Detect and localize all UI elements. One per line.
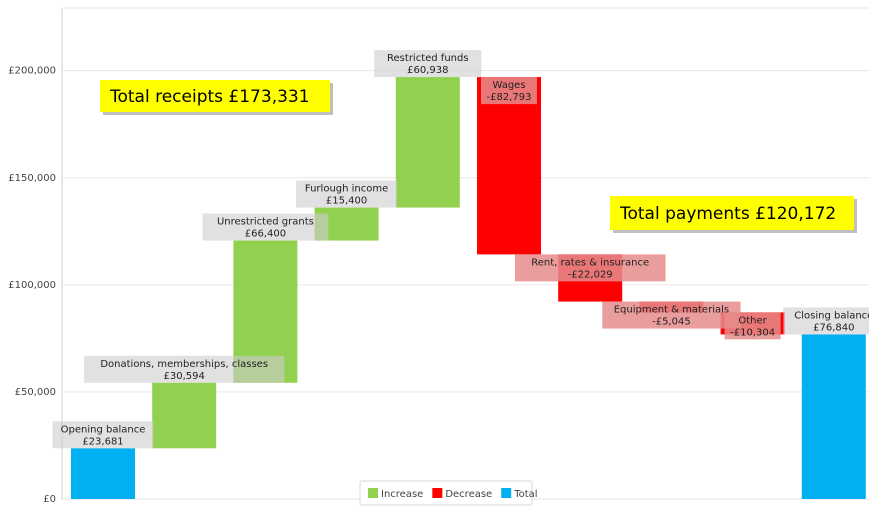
value-label: £66,400 xyxy=(245,229,286,240)
annotation-box xyxy=(100,80,330,112)
annotation: Total receipts £173,331 xyxy=(109,87,310,107)
value-label: £15,400 xyxy=(326,196,367,207)
legend-label: Increase xyxy=(381,489,423,500)
value-label: -£5,045 xyxy=(652,317,691,328)
label-box xyxy=(783,307,869,335)
legend-swatch xyxy=(368,488,378,498)
annotation: Total payments £120,172 xyxy=(619,204,836,224)
y-tick-label: £50,000 xyxy=(15,387,56,398)
legend-swatch xyxy=(501,488,512,498)
bars xyxy=(71,77,866,499)
legend-box xyxy=(359,480,533,506)
value-label: £60,938 xyxy=(407,65,448,76)
legend-label: Total xyxy=(513,489,537,500)
category-label: Closing balance xyxy=(794,310,869,321)
annotation-box xyxy=(610,196,854,230)
label-box xyxy=(374,50,482,78)
value-label: -£82,793 xyxy=(487,92,532,103)
value-label: £30,594 xyxy=(164,371,205,382)
category-label: Opening balance xyxy=(61,424,146,435)
category-label: Restricted funds xyxy=(387,53,469,64)
category-label: Furlough income xyxy=(305,184,388,195)
label-box xyxy=(724,312,781,340)
label-box xyxy=(514,254,666,282)
category-label: Wages xyxy=(492,80,525,91)
y-tick-label: £100,000 xyxy=(8,280,56,291)
label-box xyxy=(296,180,398,208)
value-label: -£22,029 xyxy=(568,269,613,280)
y-tick-label: £0 xyxy=(43,494,56,505)
legend-label: Decrease xyxy=(445,489,492,500)
bar xyxy=(152,382,217,449)
y-tick-label: £200,000 xyxy=(8,66,56,77)
label-box xyxy=(481,77,537,105)
value-label: £76,840 xyxy=(813,322,854,333)
bar xyxy=(395,77,460,208)
y-tick-label: £150,000 xyxy=(8,173,56,184)
value-label: £23,681 xyxy=(82,436,123,447)
bar xyxy=(477,77,541,255)
label-box xyxy=(602,301,741,329)
label-box xyxy=(202,213,329,241)
category-label: Other xyxy=(738,315,767,326)
category-label: Rent, rates & insurance xyxy=(531,257,649,268)
bar xyxy=(71,448,135,499)
grid: £0 £50,000 £100,000 £150,000 £200,000 xyxy=(8,66,869,505)
label-box xyxy=(84,355,285,383)
labels: Opening balance£23,681 Donations, members… xyxy=(52,50,869,506)
label-box xyxy=(52,421,154,449)
value-label: -£10,304 xyxy=(730,327,775,338)
category-label: Donations, memberships, classes xyxy=(100,359,268,370)
category-label: Unrestricted grants xyxy=(217,217,314,228)
category-label: Equipment & materials xyxy=(614,305,729,316)
bar xyxy=(801,334,866,499)
legend-swatch xyxy=(432,488,443,498)
